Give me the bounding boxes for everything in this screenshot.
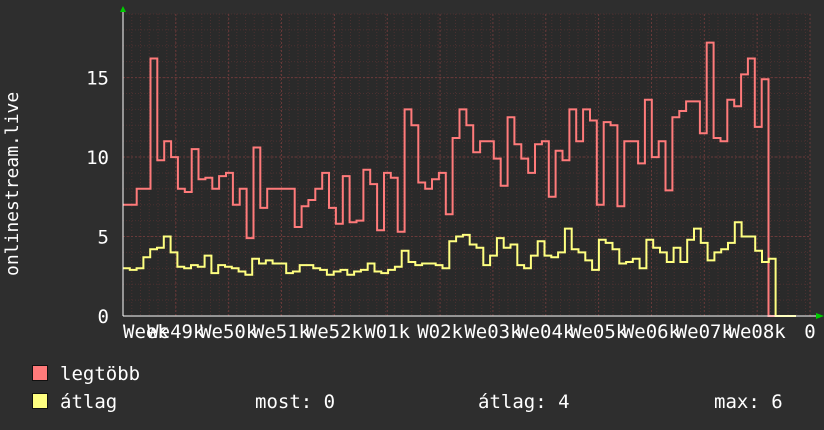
y-tick-label: 15 [86, 68, 109, 90]
x-tick-label: We50k [200, 321, 258, 343]
y-tick-label: 0 [98, 306, 109, 328]
y-tick-label: 10 [86, 147, 109, 169]
plot-background [123, 14, 810, 316]
x-axis-arrow [816, 313, 824, 319]
legend-swatch-max [32, 365, 48, 381]
legend-item-avg: átlag [32, 390, 117, 414]
x-tick-label: Week [123, 321, 169, 343]
y-axis-label: onlinestream.live [2, 91, 23, 276]
y-tick-label: 5 [98, 227, 109, 249]
x-tick-label: We05k [570, 321, 628, 343]
stat-average: átlag: 4 [478, 390, 570, 414]
x-tick-label: We52k [306, 321, 364, 343]
series-line-1 [123, 221, 796, 317]
stat-current-label: most: [255, 391, 313, 413]
stat-current-value: 0 [323, 391, 336, 413]
legend-item-max: legtöbb [32, 362, 140, 386]
legend-label-avg: átlag [60, 391, 118, 413]
stat-average-label: átlag: [478, 391, 547, 413]
stat-current: most: 0 [255, 390, 335, 414]
legend-swatch-avg [32, 393, 48, 409]
x-tick-label: We51k [253, 321, 311, 343]
series-line-0 [123, 41, 796, 317]
stat-average-value: 4 [558, 391, 570, 413]
x-tick-label: We03k [464, 321, 522, 343]
legend-label-max: legtöbb [60, 363, 141, 385]
x-tick-label: We04k [517, 321, 575, 343]
x-tick-label: W02k [417, 321, 463, 343]
x-tick-label: We07k [676, 321, 734, 343]
y-axis-arrow [120, 6, 126, 12]
x-tick-label: W01k [364, 321, 410, 343]
x-tick-label: We06k [623, 321, 681, 343]
stat-maximum: max: 6 [714, 390, 783, 414]
stat-maximum-label: max: [714, 391, 760, 413]
x-tick-label: We49k [147, 321, 205, 343]
x-tick-label: 0 [804, 321, 815, 343]
stat-maximum-value: 6 [771, 391, 783, 413]
x-tick-label: We08k [729, 321, 787, 343]
